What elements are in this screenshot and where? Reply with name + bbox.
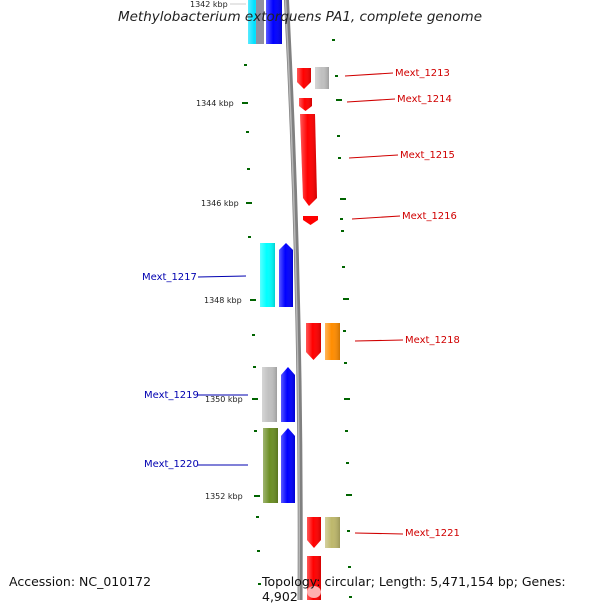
gene-label[interactable]: Mext_1221 xyxy=(405,528,460,539)
kbp-label: 1352 kbp xyxy=(205,492,243,501)
gene-mext-1220[interactable]: Mext_1220 xyxy=(144,428,295,503)
gene-label[interactable]: Mext_1218 xyxy=(405,335,460,346)
accession-text: Accession: NC_010172 xyxy=(9,574,152,589)
partial-top-features xyxy=(248,0,282,44)
gene-mext-1221[interactable]: Mext_1221 xyxy=(307,517,460,548)
kbp-label: 1350 kbp xyxy=(205,395,243,404)
kbp-label: 1348 kbp xyxy=(204,296,242,305)
gene-label[interactable]: Mext_1216 xyxy=(402,211,457,222)
gene-arrow xyxy=(303,216,318,225)
gene-mext-1214[interactable]: Mext_1214 xyxy=(299,94,452,111)
gene-mext-1215[interactable]: Mext_1215 xyxy=(300,114,455,206)
gene-mext-1213[interactable]: Mext_1213 xyxy=(297,67,450,89)
tick-column-left xyxy=(244,64,261,585)
ruler: 1342 kbp 1344 kbp 1346 kbp 1348 kbp 1350… xyxy=(190,0,260,501)
genome-backbone-highlight xyxy=(284,0,300,600)
gene-label[interactable]: Mext_1220 xyxy=(144,459,199,470)
kbp-label: 1346 kbp xyxy=(201,199,239,208)
gene-label[interactable]: Mext_1215 xyxy=(400,150,455,161)
gene-mext-1216[interactable]: Mext_1216 xyxy=(303,211,457,225)
gene-label[interactable]: Mext_1213 xyxy=(395,68,450,79)
map-title: Methylobacterium extorquens PA1, complet… xyxy=(117,9,483,25)
genome-backbone xyxy=(284,0,303,600)
gene-mext-1217[interactable]: Mext_1217 xyxy=(142,243,293,307)
kbp-label: 1344 kbp xyxy=(196,99,234,108)
gene-mext-1219[interactable]: Mext_1219 xyxy=(144,367,295,422)
gene-label[interactable]: Mext_1217 xyxy=(142,272,197,283)
tick-column-right xyxy=(332,39,352,598)
gene-label[interactable]: Mext_1219 xyxy=(144,390,199,401)
gene-mext-1218[interactable]: Mext_1218 xyxy=(306,323,460,360)
partial-bottom-feature xyxy=(307,556,321,600)
gene-label[interactable]: Mext_1214 xyxy=(397,94,452,105)
kbp-label: 1342 kbp xyxy=(190,0,228,9)
